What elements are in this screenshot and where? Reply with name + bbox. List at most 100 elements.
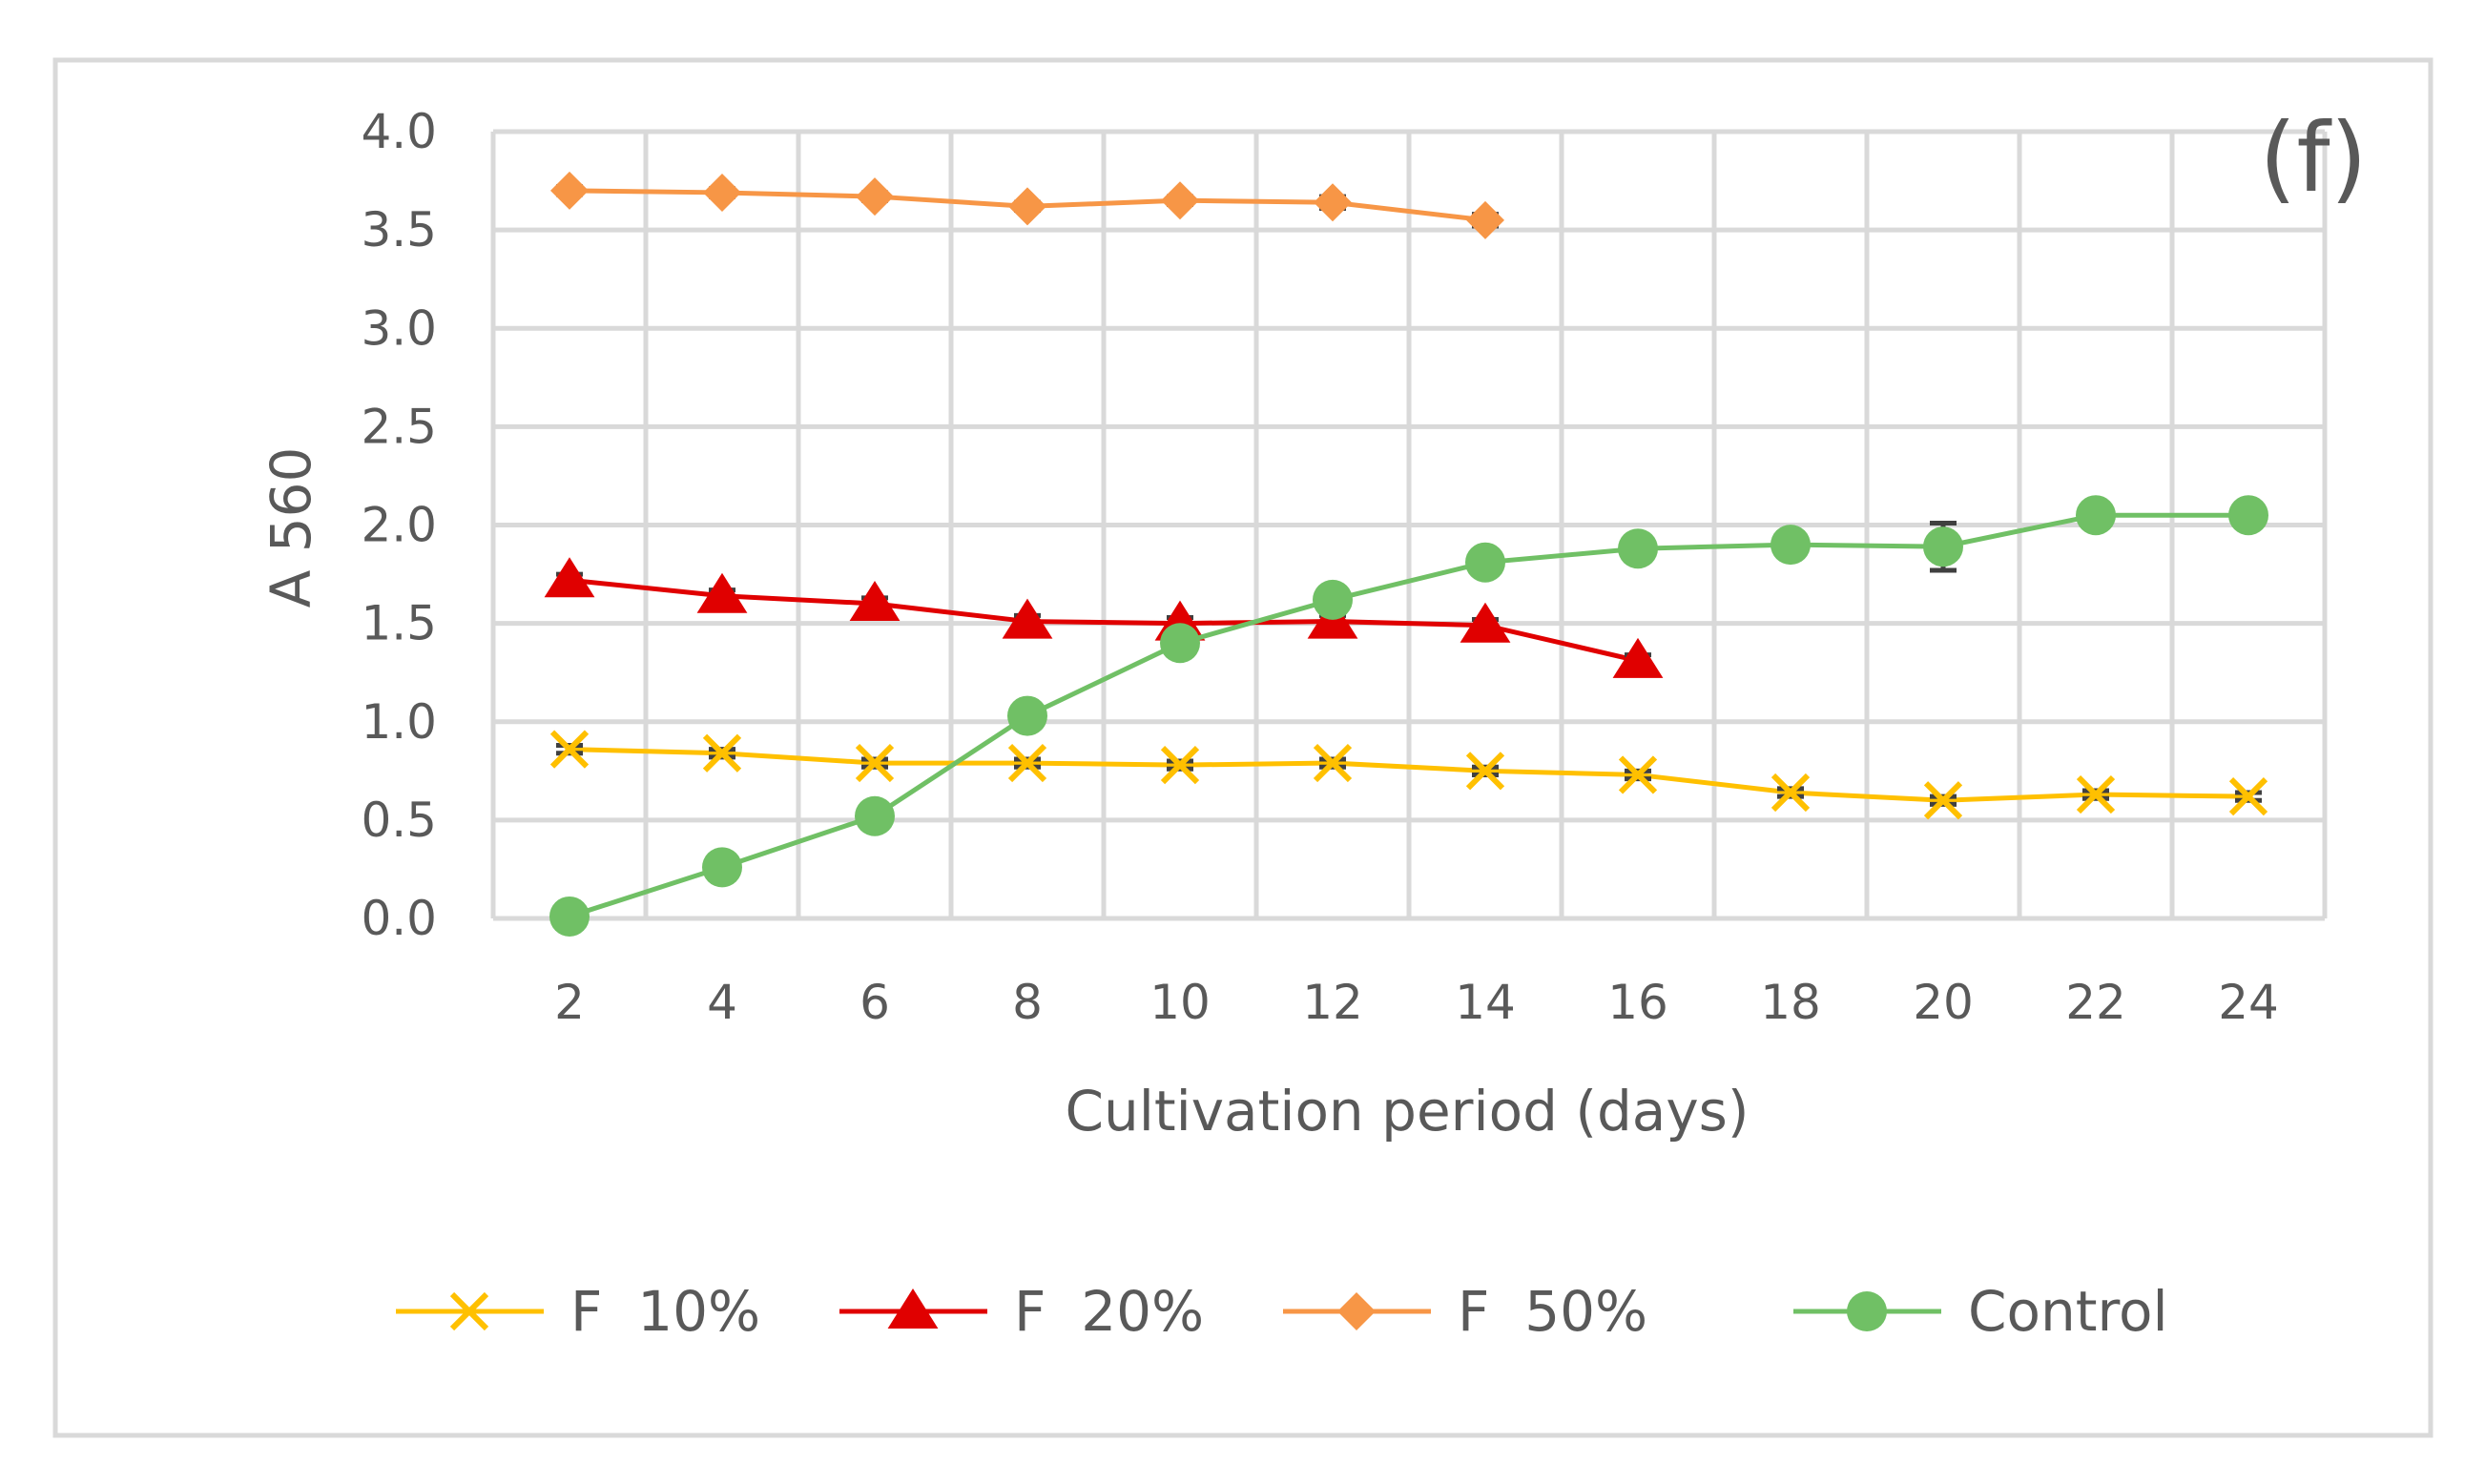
data-point: [549, 896, 590, 937]
marker-stroke: [1923, 781, 1963, 820]
x-axis-ticks: 2 4 6 8 10 12 14 16 18 20 22 24: [554, 975, 2279, 1030]
marker-stroke: [1313, 743, 1353, 783]
data-point: [702, 847, 742, 888]
data-point: [1771, 525, 1811, 566]
y-tick-label: 1.5: [361, 596, 437, 651]
data-point: [544, 557, 595, 598]
data-point: [855, 743, 895, 783]
data-point: [550, 171, 589, 210]
legend: F 10% F 20% F 50% Control: [396, 1279, 2168, 1344]
marker-stroke: [702, 733, 742, 773]
y-tick-label: 4.0: [361, 104, 437, 159]
legend-marker: [1337, 1292, 1376, 1330]
legend-item: F 20%: [839, 1279, 1204, 1344]
data-point: [849, 581, 901, 621]
x-tick-label: 22: [2065, 975, 2126, 1030]
y-tick-label: 3.5: [361, 202, 437, 258]
marker-stroke: [1160, 746, 1200, 785]
y-tick-label: 2.0: [361, 498, 437, 553]
y-tick-label: 0.0: [361, 891, 437, 946]
data-point: [1160, 746, 1200, 785]
data-point: [2076, 774, 2116, 814]
legend-item: F 10%: [396, 1279, 760, 1344]
series-layer: [544, 171, 2268, 937]
x-tick-label: 4: [707, 975, 737, 1030]
legend-item: Control: [1793, 1279, 2168, 1344]
x-tick-label: 6: [859, 975, 890, 1030]
data-point: [856, 177, 894, 216]
data-point: [1160, 623, 1200, 664]
data-point: [1007, 743, 1047, 783]
y-tick-label: 1.0: [361, 694, 437, 750]
data-point: [1618, 528, 1658, 569]
data-point: [1923, 526, 1963, 567]
data-point: [1466, 200, 1504, 239]
marker-stroke: [855, 743, 895, 783]
marker-stroke: [2228, 777, 2268, 816]
legend-marker: [449, 1291, 489, 1331]
data-point: [2228, 777, 2268, 816]
data-point: [1007, 695, 1047, 736]
series-f-10: [549, 730, 2268, 820]
data-point: [2228, 495, 2268, 536]
marker-stroke: [1618, 755, 1658, 794]
legend-label: F 20%: [1014, 1279, 1204, 1344]
y-axis-ticks: 0.0 0.5 1.0 1.5 2.0 2.5 3.0 3.5 4.0: [361, 104, 437, 946]
data-point: [696, 572, 748, 613]
series-control: [549, 495, 2268, 937]
data-point: [1161, 181, 1199, 220]
x-tick-label: 8: [1012, 975, 1043, 1030]
marker-stroke: [449, 1291, 489, 1331]
y-axis-title: A 560: [259, 447, 323, 608]
series-line: [569, 512, 2248, 919]
x-tick-label: 2: [554, 975, 585, 1030]
gridlines: [490, 129, 2328, 921]
data-point: [2076, 495, 2116, 536]
x-tick-label: 14: [1455, 975, 1516, 1030]
x-tick-label: 20: [1913, 975, 1974, 1030]
x-tick-label: 18: [1760, 975, 1821, 1030]
series-line: [569, 577, 1639, 664]
legend-label: Control: [1968, 1279, 2168, 1344]
x-tick-label: 24: [2218, 975, 2279, 1030]
data-point: [1313, 743, 1353, 783]
x-axis-title: Cultivation period (days): [1066, 1079, 1750, 1144]
y-tick-label: 2.5: [361, 399, 437, 454]
data-point: [549, 730, 590, 769]
legend-marker: [887, 1288, 939, 1329]
y-tick-label: 0.5: [361, 793, 437, 848]
x-tick-label: 16: [1607, 975, 1668, 1030]
data-point: [702, 733, 742, 773]
series-f-50: [550, 171, 1504, 239]
chart-frame: [52, 57, 2433, 1438]
legend-label: F 50%: [1458, 1279, 1647, 1344]
data-point: [1314, 183, 1352, 222]
panel-label: (f): [2259, 102, 2367, 214]
marker-stroke: [1007, 743, 1047, 783]
data-point: [1612, 637, 1664, 678]
legend-label: F 10%: [570, 1279, 760, 1344]
data-point: [1008, 187, 1046, 226]
data-point: [1465, 542, 1505, 583]
data-point: [1618, 755, 1658, 794]
data-point: [1313, 579, 1353, 620]
y-tick-label: 3.0: [361, 300, 437, 356]
legend-item: F 50%: [1283, 1279, 1647, 1344]
marker-stroke: [549, 730, 590, 769]
x-tick-label: 10: [1149, 975, 1211, 1030]
data-point: [855, 795, 895, 836]
marker-stroke: [1465, 752, 1505, 791]
data-point: [1460, 602, 1511, 643]
marker-stroke: [2076, 774, 2116, 814]
data-point: [1002, 598, 1053, 639]
marker-stroke: [1771, 773, 1811, 813]
series-line: [569, 747, 2249, 803]
data-point: [1465, 752, 1505, 791]
data-point: [703, 173, 741, 212]
legend-marker: [1847, 1291, 1887, 1331]
data-point: [1923, 781, 1963, 820]
data-point: [1771, 773, 1811, 813]
x-tick-label: 12: [1302, 975, 1363, 1030]
